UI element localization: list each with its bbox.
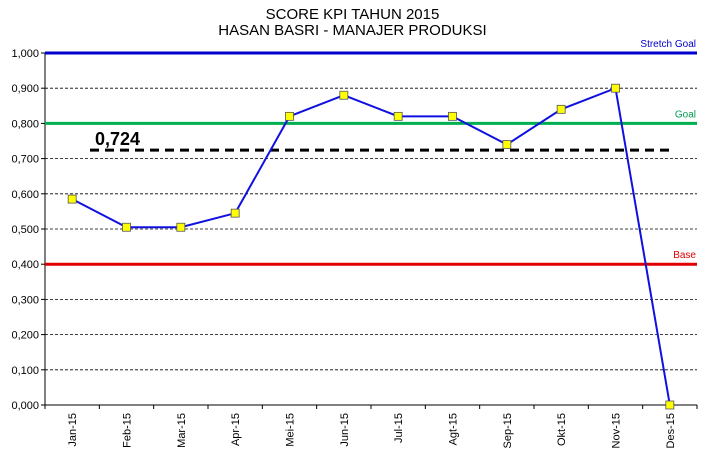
average-label: 0,724 xyxy=(95,129,140,149)
x-tick-label: Des-15 xyxy=(665,413,677,448)
x-tick-label: Sep-15 xyxy=(502,413,514,448)
chart-subtitle: HASAN BASRI - MANAJER PRODUKSI xyxy=(218,22,487,39)
x-tick-label: Nov-15 xyxy=(611,413,623,448)
y-tick-label: 0,200 xyxy=(11,330,39,342)
y-tick-label: 0,900 xyxy=(11,83,39,95)
y-tick-label: 0,600 xyxy=(11,189,39,201)
reference-label: Base xyxy=(673,250,696,261)
x-tick-label: Jul-15 xyxy=(393,413,405,443)
x-tick-label: Feb-15 xyxy=(122,413,134,448)
data-point xyxy=(556,104,566,114)
y-tick-label: 0,000 xyxy=(11,400,39,412)
reference-lines: Stretch Goal Goal Base 0,724 xyxy=(45,39,697,266)
y-tick-label: 0,300 xyxy=(11,294,39,306)
grid-lines xyxy=(45,52,697,371)
x-tick-label: Jun-15 xyxy=(339,413,351,447)
data-point xyxy=(448,111,457,121)
series-layer xyxy=(67,83,675,410)
axes: 0,000 0,100 0,200 0,300 0,400 0,500 0,600 0,700… xyxy=(11,48,698,448)
data-point xyxy=(611,83,620,93)
y-tick-label: 1,000 xyxy=(11,48,39,60)
chart-title: SCORE KPI TAHUN 2015 xyxy=(265,6,440,23)
x-tick-label: Mar-15 xyxy=(176,413,188,448)
data-point xyxy=(67,194,77,204)
data-point xyxy=(502,140,512,149)
x-tick-label: Agt-15 xyxy=(448,413,460,445)
data-point xyxy=(393,111,403,121)
reference-label: Goal xyxy=(675,109,696,120)
y-tick-label: 0,100 xyxy=(11,365,39,377)
data-point xyxy=(339,90,349,100)
data-point xyxy=(176,222,186,232)
data-point xyxy=(285,111,294,121)
x-tick-label: Apr-15 xyxy=(230,413,242,446)
x-tick-label: Mei-15 xyxy=(285,413,297,447)
data-point xyxy=(665,400,675,410)
x-tick-label: Okt-15 xyxy=(556,413,568,446)
y-tick-label: 0,700 xyxy=(11,154,39,166)
y-tick-label: 0,400 xyxy=(11,259,39,271)
data-point xyxy=(230,208,240,218)
series-line xyxy=(71,86,671,406)
y-tick-label: 0,800 xyxy=(11,118,39,130)
x-tick-label: Jan-15 xyxy=(67,413,79,447)
reference-label: Stretch Goal xyxy=(640,39,696,50)
y-tick-label: 0,500 xyxy=(11,224,39,236)
data-point xyxy=(122,222,131,232)
